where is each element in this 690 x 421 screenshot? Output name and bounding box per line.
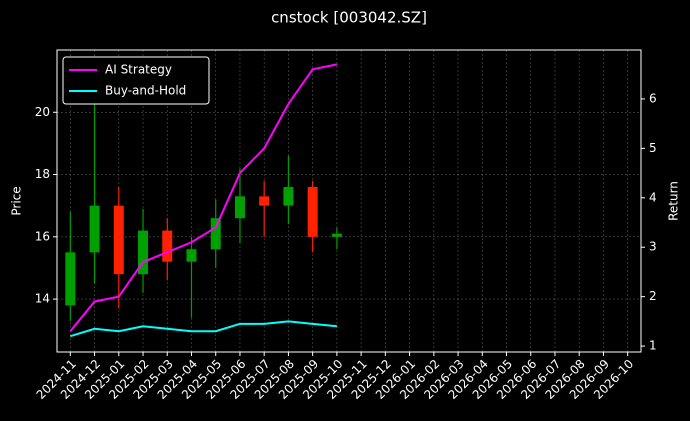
candle-body xyxy=(307,186,318,237)
candle-body xyxy=(210,218,221,250)
candle-body xyxy=(65,252,76,306)
candle-body xyxy=(283,186,294,206)
legend-label: AI Strategy xyxy=(105,63,172,77)
y2-tick-label: 4 xyxy=(649,190,657,204)
y-tick-label: 18 xyxy=(35,167,50,181)
y2-tick-label: 1 xyxy=(649,339,657,353)
y2-axis-label: Return xyxy=(667,181,681,221)
return-line xyxy=(70,320,337,338)
chart-title: cnstock [003042.SZ] xyxy=(271,9,427,27)
y-axis-label: Price xyxy=(10,186,24,215)
candle-body xyxy=(331,233,342,237)
y2-tick-label: 5 xyxy=(649,141,657,155)
plot-frame xyxy=(56,49,642,353)
candle-body xyxy=(89,205,100,253)
candle-body xyxy=(138,230,149,275)
candle-body xyxy=(234,196,245,219)
legend-box xyxy=(62,56,210,105)
return-line xyxy=(69,63,338,332)
candle-body xyxy=(259,196,270,206)
candle-body xyxy=(186,249,197,262)
y-tick-label: 20 xyxy=(35,105,50,119)
y2-tick-label: 2 xyxy=(649,289,657,303)
candle-body xyxy=(162,230,173,262)
y2-tick-label: 3 xyxy=(649,240,657,254)
y-tick-label: 16 xyxy=(35,229,50,243)
y2-tick-label: 6 xyxy=(649,91,657,105)
candle-body xyxy=(113,205,124,275)
y-tick-label: 14 xyxy=(35,292,50,306)
legend-label: Buy-and-Hold xyxy=(105,84,186,98)
